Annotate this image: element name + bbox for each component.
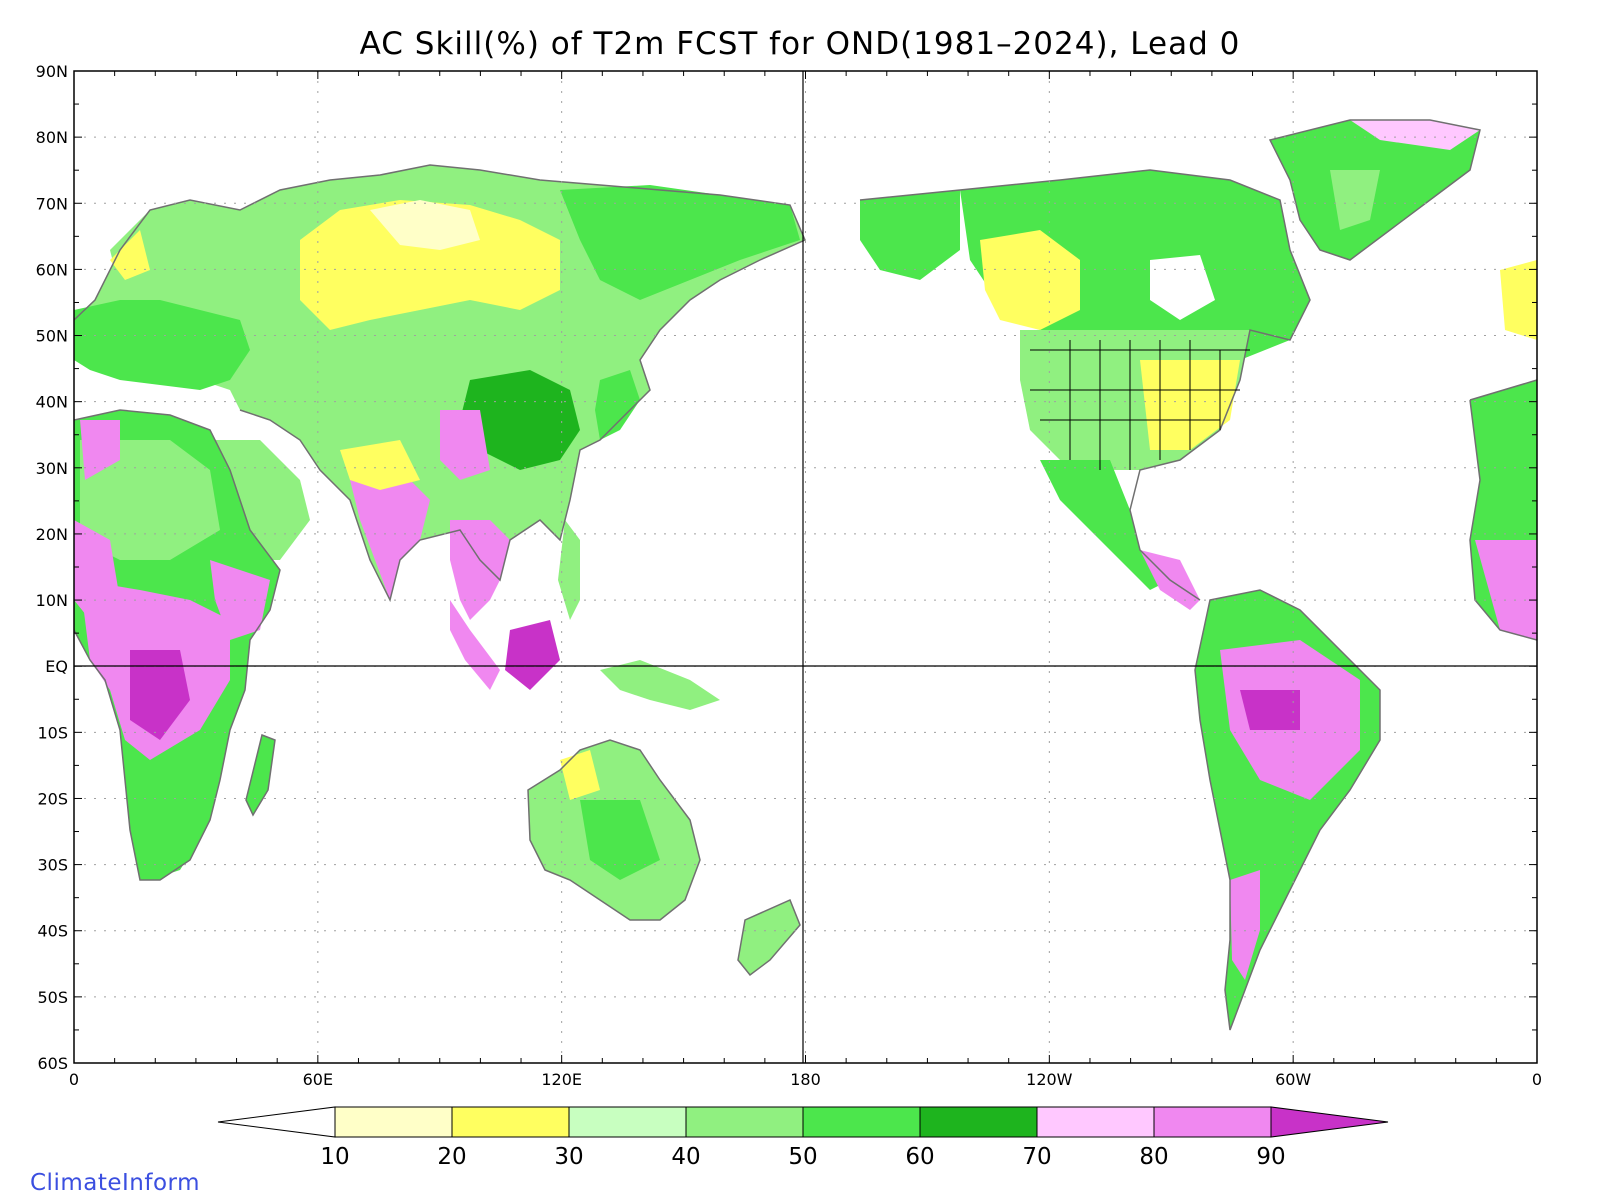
mexico [1040, 460, 1170, 590]
lat-label: 50S [37, 988, 68, 1007]
se-asia-region [450, 520, 510, 620]
borneo [505, 620, 560, 690]
lon-label: 60W [1275, 1070, 1311, 1089]
colorbar-label: 60 [905, 1144, 934, 1170]
siberia-yellow [300, 200, 560, 330]
alaska [860, 190, 960, 280]
colorbar-label: 10 [320, 1144, 349, 1170]
sumatra [450, 600, 500, 690]
colorbar-label: 50 [788, 1144, 817, 1170]
lat-label: 80N [36, 128, 68, 147]
colorbar-segment [568, 1106, 687, 1138]
lon-label: 0 [69, 1070, 79, 1089]
europe-region [74, 300, 250, 390]
lon-label: 180 [790, 1070, 821, 1089]
lon-label: 60E [303, 1070, 333, 1089]
west-africa-right-purple [1475, 540, 1537, 640]
colorbar-label: 40 [671, 1144, 700, 1170]
tibet-purple [440, 410, 490, 480]
colorbar-segment [451, 1106, 570, 1138]
lat-label: 20N [36, 525, 68, 544]
lon-label: 120W [1026, 1070, 1073, 1089]
longitude-labels: 0 60E 120E 180 120W 60W 0 [69, 1070, 1542, 1089]
madagascar [246, 735, 275, 815]
colorbar-segment [334, 1106, 453, 1138]
colorbar-label: 80 [1139, 1144, 1168, 1170]
colorbar-right-arrow [1270, 1106, 1389, 1138]
lat-label: 60S [37, 1054, 68, 1073]
us-state-borders [1030, 340, 1250, 470]
sahara-green [80, 440, 220, 560]
coastlines [74, 119, 1537, 1031]
colorbar-segment [1036, 1106, 1155, 1138]
map-title: AC Skill(%) of T2m FCST for OND(1981–202… [359, 26, 1241, 62]
siberia-white [370, 200, 480, 250]
lat-label: 60N [36, 260, 68, 279]
lat-label: 50N [36, 327, 68, 346]
japan [595, 370, 640, 440]
north-africa-purple [80, 420, 120, 480]
greenland-light [1330, 170, 1380, 230]
colorbar-label: 70 [1022, 1144, 1051, 1170]
australia-yellow [560, 750, 600, 800]
credit-label: ClimateInform [30, 1170, 200, 1196]
lat-label: 90N [36, 62, 68, 81]
lat-label: EQ [45, 657, 68, 676]
lat-label: 40N [36, 393, 68, 412]
patagonia [1230, 870, 1260, 980]
south-africa-green [130, 760, 210, 880]
hudson-white [1150, 255, 1215, 320]
axis-ticks [73, 70, 1538, 1064]
lat-label: 10N [36, 591, 68, 610]
new-zealand [738, 900, 800, 975]
lat-label: 20S [37, 789, 68, 808]
greenland-purple [1350, 120, 1480, 150]
colorbar-label: 30 [554, 1144, 583, 1170]
india-yellow [340, 440, 420, 490]
lat-label: 30N [36, 459, 68, 478]
new-guinea [600, 660, 720, 710]
east-siberia-green [560, 185, 800, 300]
canada-yellow [980, 230, 1080, 330]
lat-label: 10S [37, 723, 68, 742]
india-region [350, 470, 430, 600]
lat-label: 30S [37, 856, 68, 875]
scandinavia-yellow [110, 230, 150, 280]
colorbar-segment [685, 1106, 804, 1138]
colorbar-segment [802, 1106, 921, 1138]
amazon-deep [1240, 690, 1300, 730]
colorbar-segment [919, 1106, 1038, 1138]
colorbar-label: 90 [1256, 1144, 1285, 1170]
lon-label: 0 [1532, 1070, 1542, 1089]
lat-label: 40S [37, 922, 68, 941]
lon-label: 120E [541, 1070, 582, 1089]
lat-label: 70N [36, 194, 68, 213]
west-africa-purple [74, 520, 120, 620]
colorbar-label: 20 [437, 1144, 466, 1170]
philippines [558, 520, 580, 620]
china-green [460, 370, 580, 470]
colorbar-segment [1153, 1106, 1272, 1138]
east-africa-purple [210, 560, 270, 640]
australia-center [580, 800, 660, 880]
land-shading [74, 120, 1537, 1030]
congo-deep [130, 650, 190, 740]
colorbar: 10 20 30 40 50 60 70 80 90 [217, 1106, 1389, 1170]
colorbar-left-arrow [217, 1106, 336, 1138]
iberia-right [1500, 260, 1537, 340]
latitude-labels: 90N 80N 70N 60N 50N 40N 30N 20N 10N EQ 10S 20S 30S 40… [36, 62, 68, 1073]
